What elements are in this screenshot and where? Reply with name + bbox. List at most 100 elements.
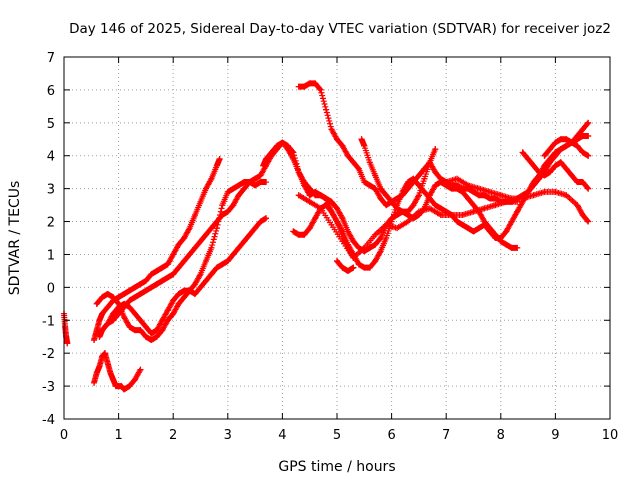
data-point — [541, 152, 548, 159]
data-point — [546, 169, 553, 176]
data-point — [295, 83, 302, 90]
data-point — [404, 208, 411, 215]
data-point — [421, 175, 428, 182]
data-point — [437, 211, 444, 218]
data-point — [148, 271, 155, 278]
data-point — [186, 251, 193, 258]
data-point — [361, 179, 368, 186]
data-point — [557, 146, 564, 153]
data-point — [137, 281, 144, 288]
data-point — [459, 185, 466, 192]
data-point — [62, 323, 69, 330]
data-point — [372, 258, 379, 265]
data-point — [181, 287, 188, 294]
data-point — [273, 142, 280, 149]
data-point — [246, 231, 253, 238]
data-point — [263, 215, 270, 222]
data-point — [257, 172, 264, 179]
data-point — [137, 290, 144, 297]
data-point — [121, 386, 128, 393]
data-point — [142, 333, 149, 340]
data-point — [574, 202, 581, 209]
data-point — [383, 221, 390, 228]
data-point — [552, 149, 559, 156]
data-point — [530, 179, 537, 186]
data-point — [197, 271, 204, 278]
data-point — [372, 172, 379, 179]
data-point — [358, 136, 365, 143]
data-point — [164, 274, 171, 281]
data-point — [175, 300, 182, 307]
data-point — [208, 271, 215, 278]
data-point — [334, 218, 340, 225]
y-tick-label: 0 — [47, 281, 55, 296]
data-point — [312, 215, 319, 222]
data-point — [230, 202, 237, 209]
data-point — [208, 175, 215, 182]
data-point — [126, 304, 133, 311]
data-point — [328, 198, 335, 205]
data-point — [257, 179, 264, 186]
data-point — [317, 86, 324, 93]
data-point — [339, 264, 346, 271]
y-tick-label: 5 — [47, 117, 55, 132]
data-point — [153, 267, 160, 274]
data-point — [126, 287, 133, 294]
data-point — [170, 251, 177, 258]
data-point — [290, 228, 297, 235]
data-point — [568, 139, 575, 146]
data-point — [383, 192, 390, 199]
series-track-4 — [93, 179, 270, 337]
data-point — [235, 182, 242, 189]
data-point — [448, 211, 455, 218]
data-point — [164, 317, 171, 324]
data-point — [372, 185, 379, 192]
data-point — [131, 376, 138, 383]
data-point — [246, 179, 253, 186]
data-point — [344, 228, 351, 235]
data-point — [350, 264, 357, 271]
data-point — [142, 287, 149, 294]
data-point — [312, 192, 319, 199]
data-point — [404, 179, 411, 186]
y-tick-label: 3 — [47, 183, 55, 198]
data-point — [519, 149, 526, 156]
data-point — [410, 202, 417, 209]
data-point — [361, 244, 368, 251]
data-point — [366, 244, 373, 251]
data-point — [475, 185, 482, 192]
data-point — [536, 169, 543, 176]
data-point — [432, 146, 439, 153]
data-point — [525, 156, 532, 163]
data-point — [148, 337, 155, 344]
y-tick-label: -1 — [42, 314, 55, 329]
data-point — [585, 152, 592, 159]
data-point — [421, 188, 428, 195]
data-point — [579, 132, 586, 139]
data-point — [260, 162, 267, 169]
data-point — [93, 369, 100, 376]
data-point — [574, 142, 581, 149]
data-point — [197, 198, 204, 205]
x-axis-label: GPS time / hours — [278, 459, 395, 475]
data-point — [317, 192, 324, 199]
data-point — [503, 241, 510, 248]
tick-layer: 0 1 2 3 4 5 6 7 8 9 10 -4 -3 -2 -1 0 1 2 3 4 5 6 7 — [42, 51, 618, 443]
y-tick-label: -2 — [42, 347, 55, 362]
data-point — [574, 179, 581, 186]
y-tick-label: 6 — [47, 84, 55, 99]
data-point — [454, 182, 461, 189]
data-point — [492, 202, 499, 209]
data-point — [339, 142, 346, 149]
data-point — [181, 258, 188, 265]
y-tick-label: 1 — [47, 248, 55, 263]
data-point — [514, 208, 521, 215]
data-point — [475, 192, 482, 199]
data-point — [552, 162, 559, 169]
y-tick-label: -3 — [42, 380, 55, 395]
data-point — [454, 218, 461, 225]
data-point — [475, 225, 482, 232]
data-point — [372, 231, 379, 238]
data-point — [159, 317, 166, 324]
